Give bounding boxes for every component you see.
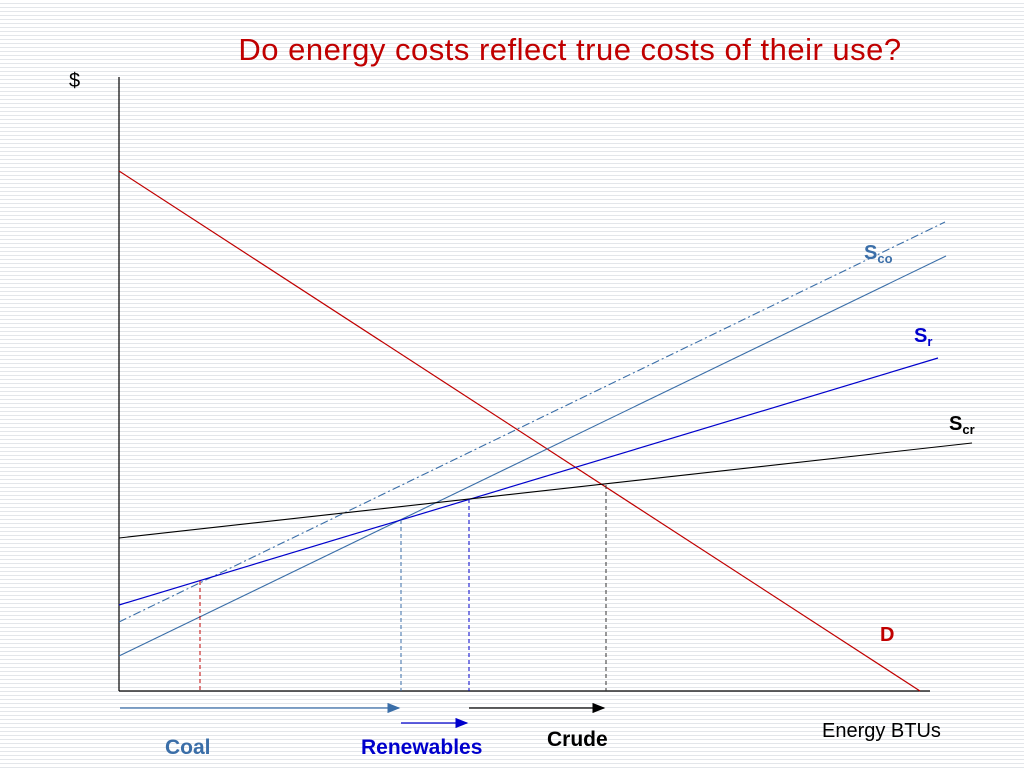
renewables-quantity-label: Renewables xyxy=(361,736,483,759)
demand-label: D xyxy=(880,624,895,646)
supply-coal-curve xyxy=(118,255,947,657)
supply-renewables-label: Sr xyxy=(914,325,933,349)
y-axis-label: $ xyxy=(69,70,81,92)
coal-quantity-label: Coal xyxy=(165,736,211,759)
supply-crude-curve xyxy=(118,442,973,539)
supply-coal-true-cost-curve xyxy=(118,221,946,623)
slide-title: Do energy costs reflect true costs of th… xyxy=(238,32,902,67)
demand-curve xyxy=(118,170,921,692)
supply-renewables-curve xyxy=(118,357,939,606)
supply-crude-label: Scr xyxy=(949,413,975,437)
crude-quantity-label: Crude xyxy=(547,728,608,751)
x-axis-label: Energy BTUs xyxy=(822,720,941,742)
supply-coal-label: Sco xyxy=(864,242,893,266)
